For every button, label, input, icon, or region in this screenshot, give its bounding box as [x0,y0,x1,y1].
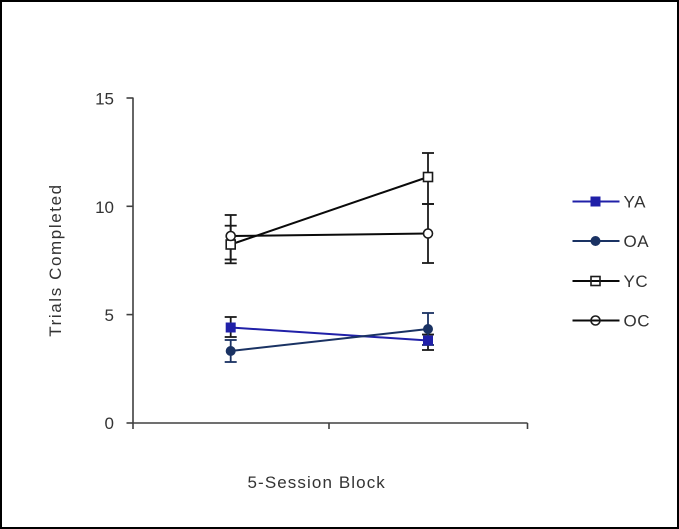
svg-text:5-Session Block: 5-Session Block [248,473,386,492]
svg-text:0: 0 [105,414,114,433]
svg-text:OC: OC [624,312,651,331]
svg-text:OA: OA [624,232,650,251]
svg-text:YA: YA [624,193,647,212]
svg-text:YC: YC [624,272,649,291]
svg-text:15: 15 [95,90,114,109]
svg-text:Trials Completed: Trials Completed [46,183,65,336]
svg-text:5: 5 [105,306,114,325]
svg-text:10: 10 [95,198,114,217]
